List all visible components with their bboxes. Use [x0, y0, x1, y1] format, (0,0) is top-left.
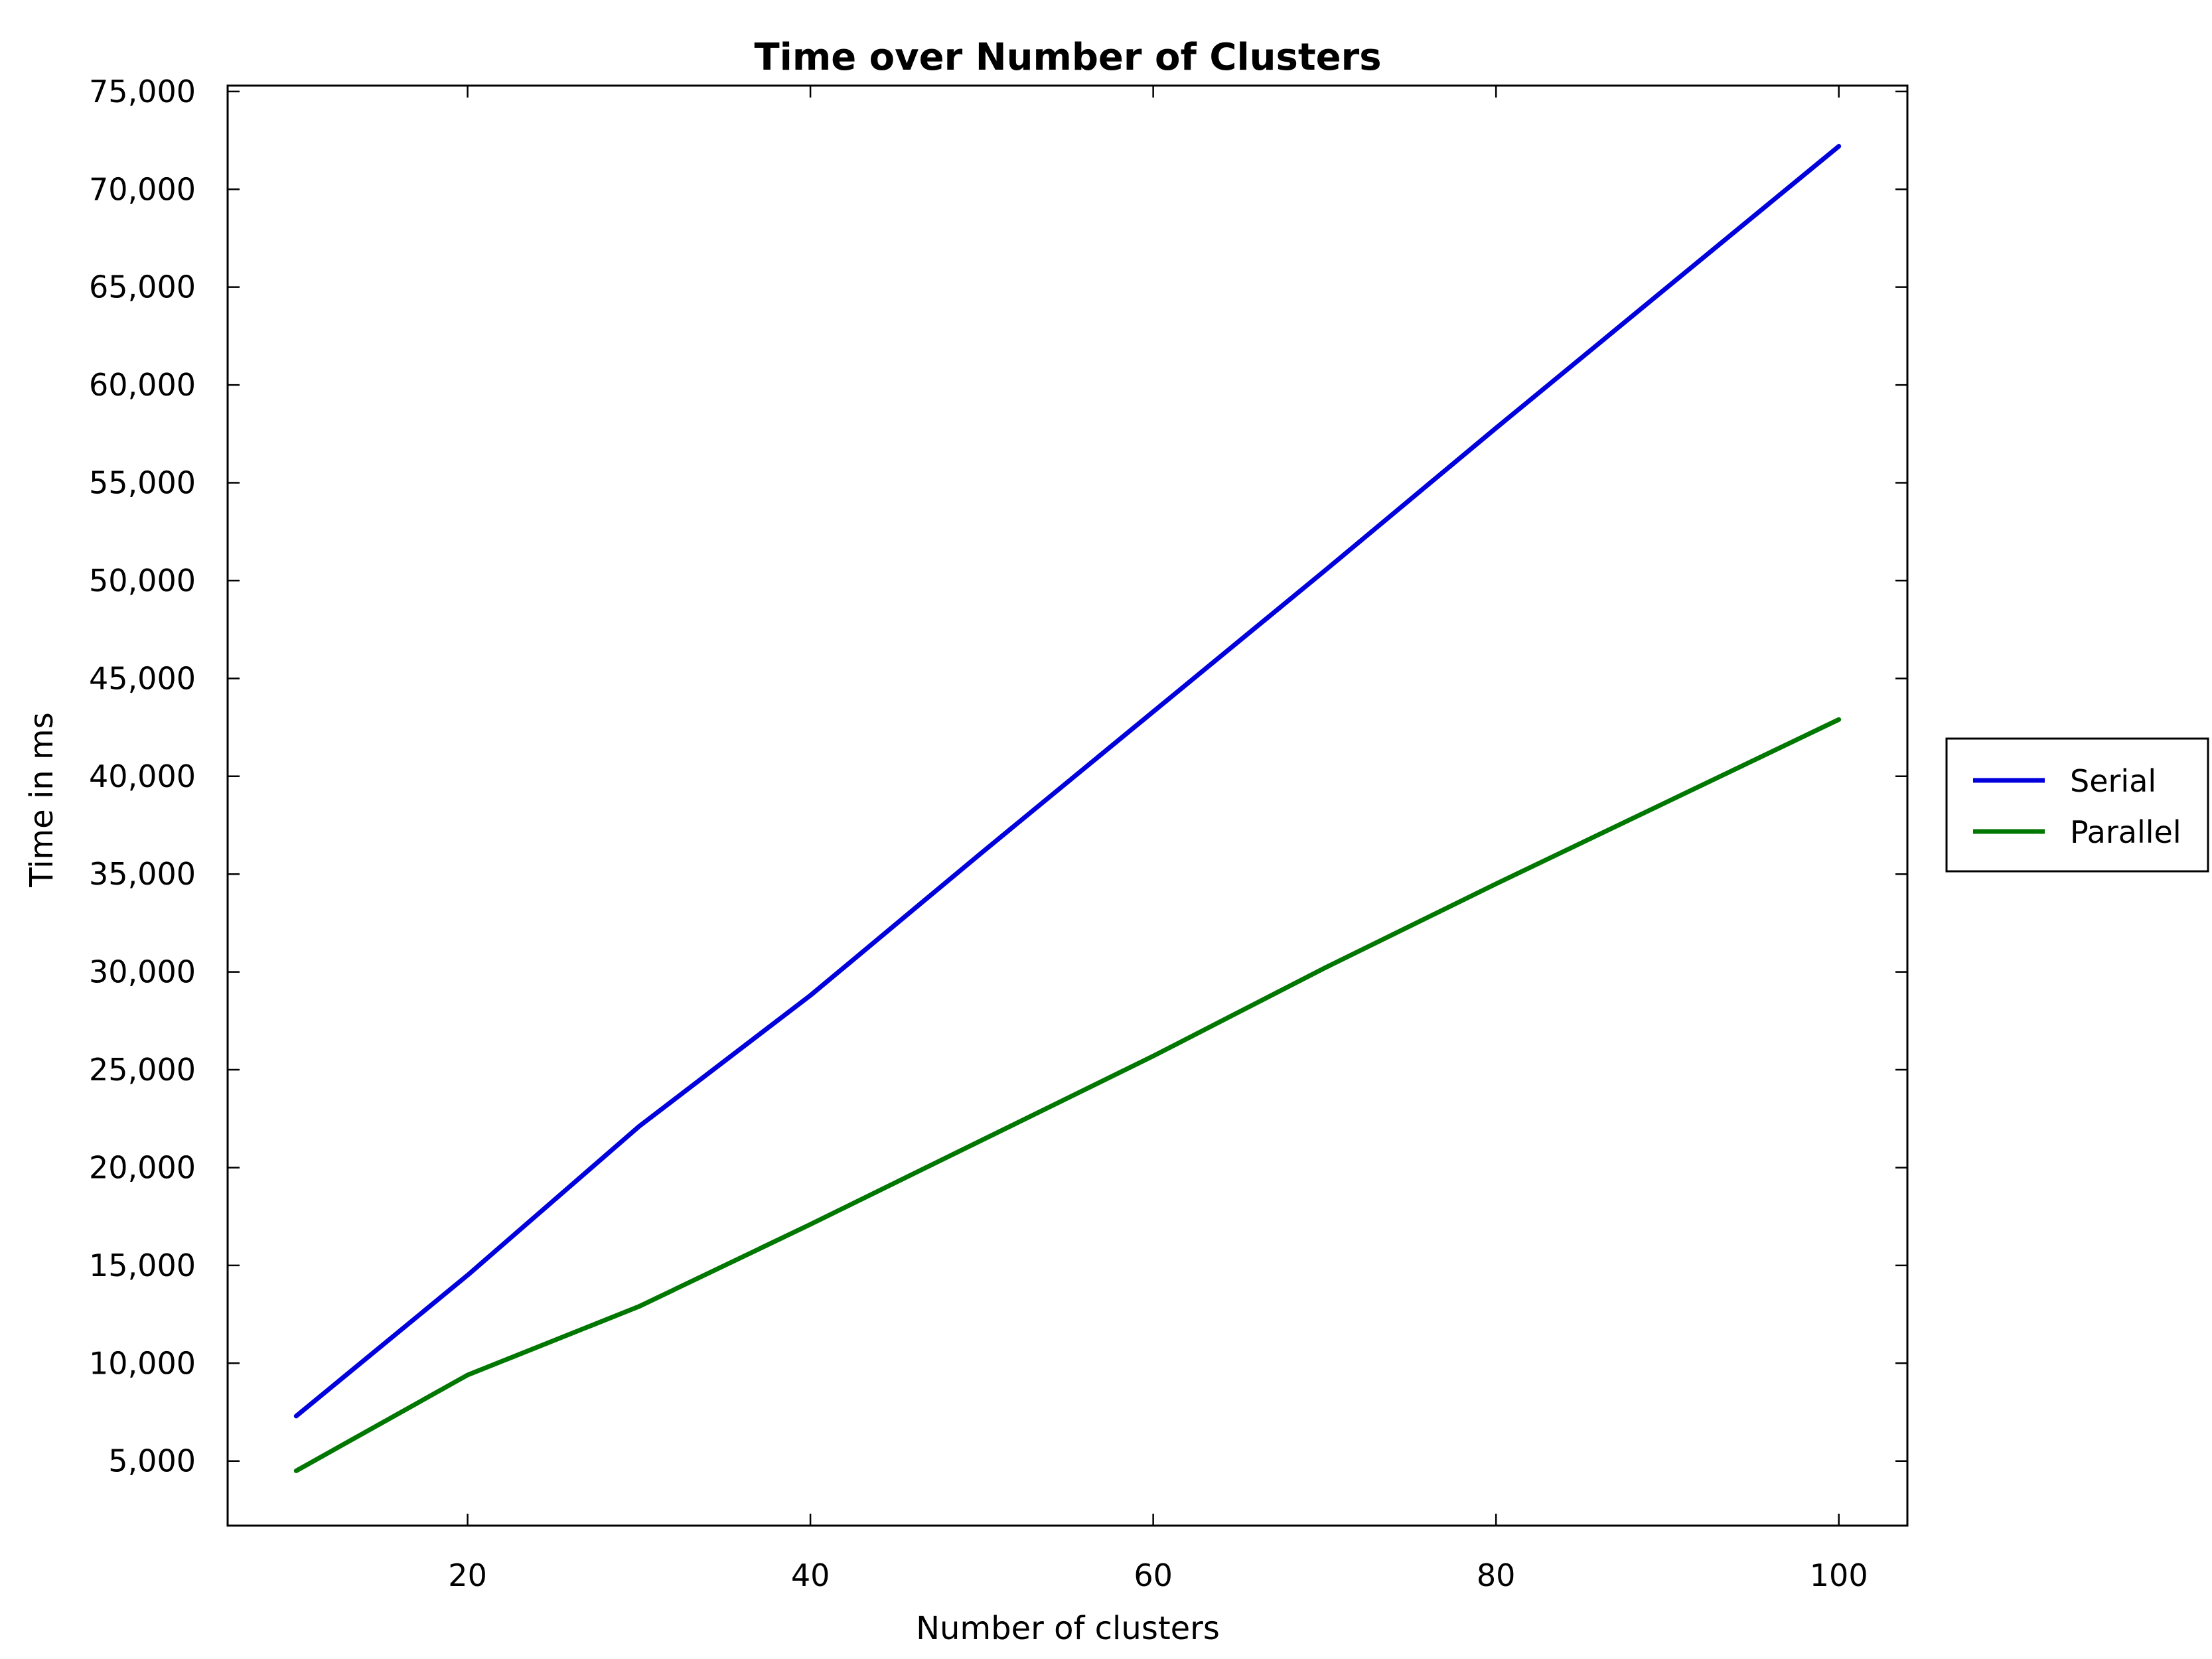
y-tick-label: 45,000	[89, 660, 196, 696]
series-line-parallel	[293, 717, 1842, 1473]
series-line-serial	[293, 143, 1842, 1419]
legend-items: Serial Parallel	[1973, 763, 2181, 850]
y-tick-label: 50,000	[89, 563, 196, 599]
y-tick-label: 75,000	[89, 74, 196, 109]
y-tick-label: 15,000	[89, 1248, 196, 1283]
x-tick-label: 40	[791, 1557, 830, 1593]
y-tick-label: 20,000	[89, 1149, 196, 1185]
y-tick-label: 40,000	[89, 758, 196, 794]
y-tick-label: 55,000	[89, 465, 196, 501]
plot-frame	[226, 84, 1909, 1527]
y-tick-label: 35,000	[89, 856, 196, 892]
series-layer	[293, 143, 1842, 1473]
x-tick-label: 80	[1477, 1557, 1516, 1593]
x-tick-label: 60	[1134, 1557, 1173, 1593]
chart-title: Time over Number of Clusters	[754, 36, 1381, 79]
y-tick-label: 10,000	[89, 1345, 196, 1381]
y-axis-title: Time in ms	[23, 712, 60, 888]
y-tick-label: 60,000	[89, 367, 196, 403]
y-tick-label: 30,000	[89, 954, 196, 990]
x-axis-title: Number of clusters	[916, 1610, 1220, 1647]
legend-box	[1945, 737, 2209, 873]
y-axis-ticks: 5,000 10,000 15,000 20,000 25,000 30,000 35,00…	[89, 74, 1907, 1479]
legend-label-serial: Serial	[2070, 763, 2156, 799]
x-tick-label: 100	[1810, 1557, 1868, 1593]
y-tick-label: 25,000	[89, 1052, 196, 1088]
y-tick-label: 65,000	[89, 269, 196, 305]
legend: Serial Parallel	[1945, 737, 2209, 873]
x-axis-ticks: 20 40 60 80 100	[448, 86, 1868, 1593]
legend-label-parallel: Parallel	[2070, 814, 2181, 850]
y-tick-label: 5,000	[108, 1443, 196, 1479]
y-tick-label: 70,000	[89, 171, 196, 207]
x-tick-label: 20	[448, 1557, 487, 1593]
